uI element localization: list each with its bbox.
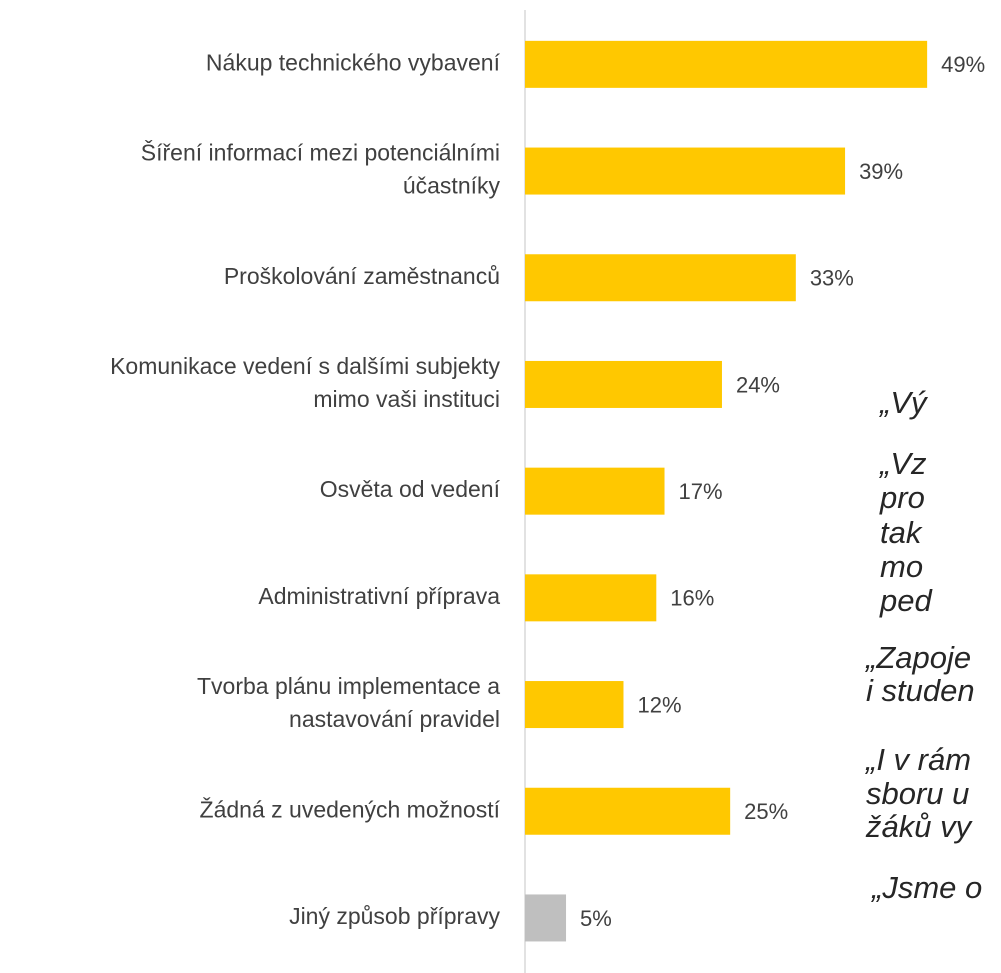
bar <box>525 40 928 88</box>
category-label: účastníky <box>403 173 501 199</box>
quote: žáků vy <box>865 809 974 844</box>
bar <box>525 360 722 408</box>
category-label: Tvorba plánu implementace a <box>197 673 500 699</box>
bar <box>525 147 846 195</box>
category-label: Proškolování zaměstnanců <box>224 263 500 289</box>
category-label: Jiný způsob přípravy <box>289 903 500 929</box>
value-label: 5% <box>580 906 612 931</box>
category-label: Šíření informací mezi potenciálními <box>141 139 500 166</box>
quote: „Zapoje <box>864 640 971 675</box>
quote: „Vz <box>878 446 927 481</box>
value-label: 49% <box>941 52 985 77</box>
quote: sboru u <box>866 776 969 811</box>
category-label: nastavování pravidel <box>289 706 500 732</box>
quote: „Vý <box>878 385 929 420</box>
category-label: Komunikace vedení s dalšími subjekty <box>110 353 500 379</box>
value-label: 16% <box>670 586 714 611</box>
bar <box>525 574 657 622</box>
quote: ped <box>879 583 933 618</box>
category-label: mimo vaši instituci <box>313 386 500 412</box>
quote: pro <box>879 480 925 515</box>
value-label: 17% <box>679 479 723 504</box>
quote: i studen <box>866 673 975 708</box>
bar <box>525 681 624 729</box>
value-label: 39% <box>859 159 903 184</box>
quote: „Jsme o <box>870 870 982 905</box>
bar <box>525 894 567 942</box>
bar <box>525 467 665 515</box>
value-label: 12% <box>637 692 681 717</box>
category-label: Osvěta od vedení <box>320 476 501 502</box>
value-label: 33% <box>810 266 854 291</box>
category-label: Nákup technického vybavení <box>206 49 501 75</box>
quote: tak <box>880 515 923 550</box>
quote: „I v rám <box>864 742 971 777</box>
bar <box>525 787 731 835</box>
bar <box>525 254 796 302</box>
value-label: 24% <box>736 372 780 397</box>
quote: mo <box>880 549 923 584</box>
category-label: Administrativní příprava <box>258 583 500 609</box>
value-label: 25% <box>744 799 788 824</box>
category-label: Žádná z uvedených možností <box>200 796 501 822</box>
